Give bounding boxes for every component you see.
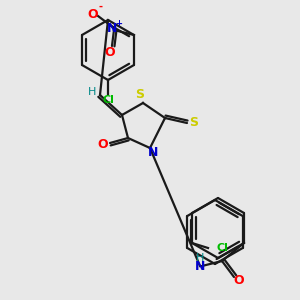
Text: -: - [99, 2, 103, 12]
Text: Cl: Cl [216, 243, 228, 253]
Text: O: O [234, 274, 244, 287]
Text: S: S [136, 88, 145, 101]
Text: S: S [190, 116, 199, 130]
Text: H: H [196, 253, 204, 263]
Text: O: O [98, 139, 108, 152]
Text: N: N [195, 260, 205, 272]
Text: +: + [116, 19, 122, 28]
Text: N: N [148, 146, 158, 158]
Text: Cl: Cl [102, 95, 114, 105]
Text: O: O [105, 46, 115, 59]
Text: O: O [88, 8, 98, 20]
Text: N: N [107, 22, 117, 35]
Text: H: H [88, 87, 96, 97]
